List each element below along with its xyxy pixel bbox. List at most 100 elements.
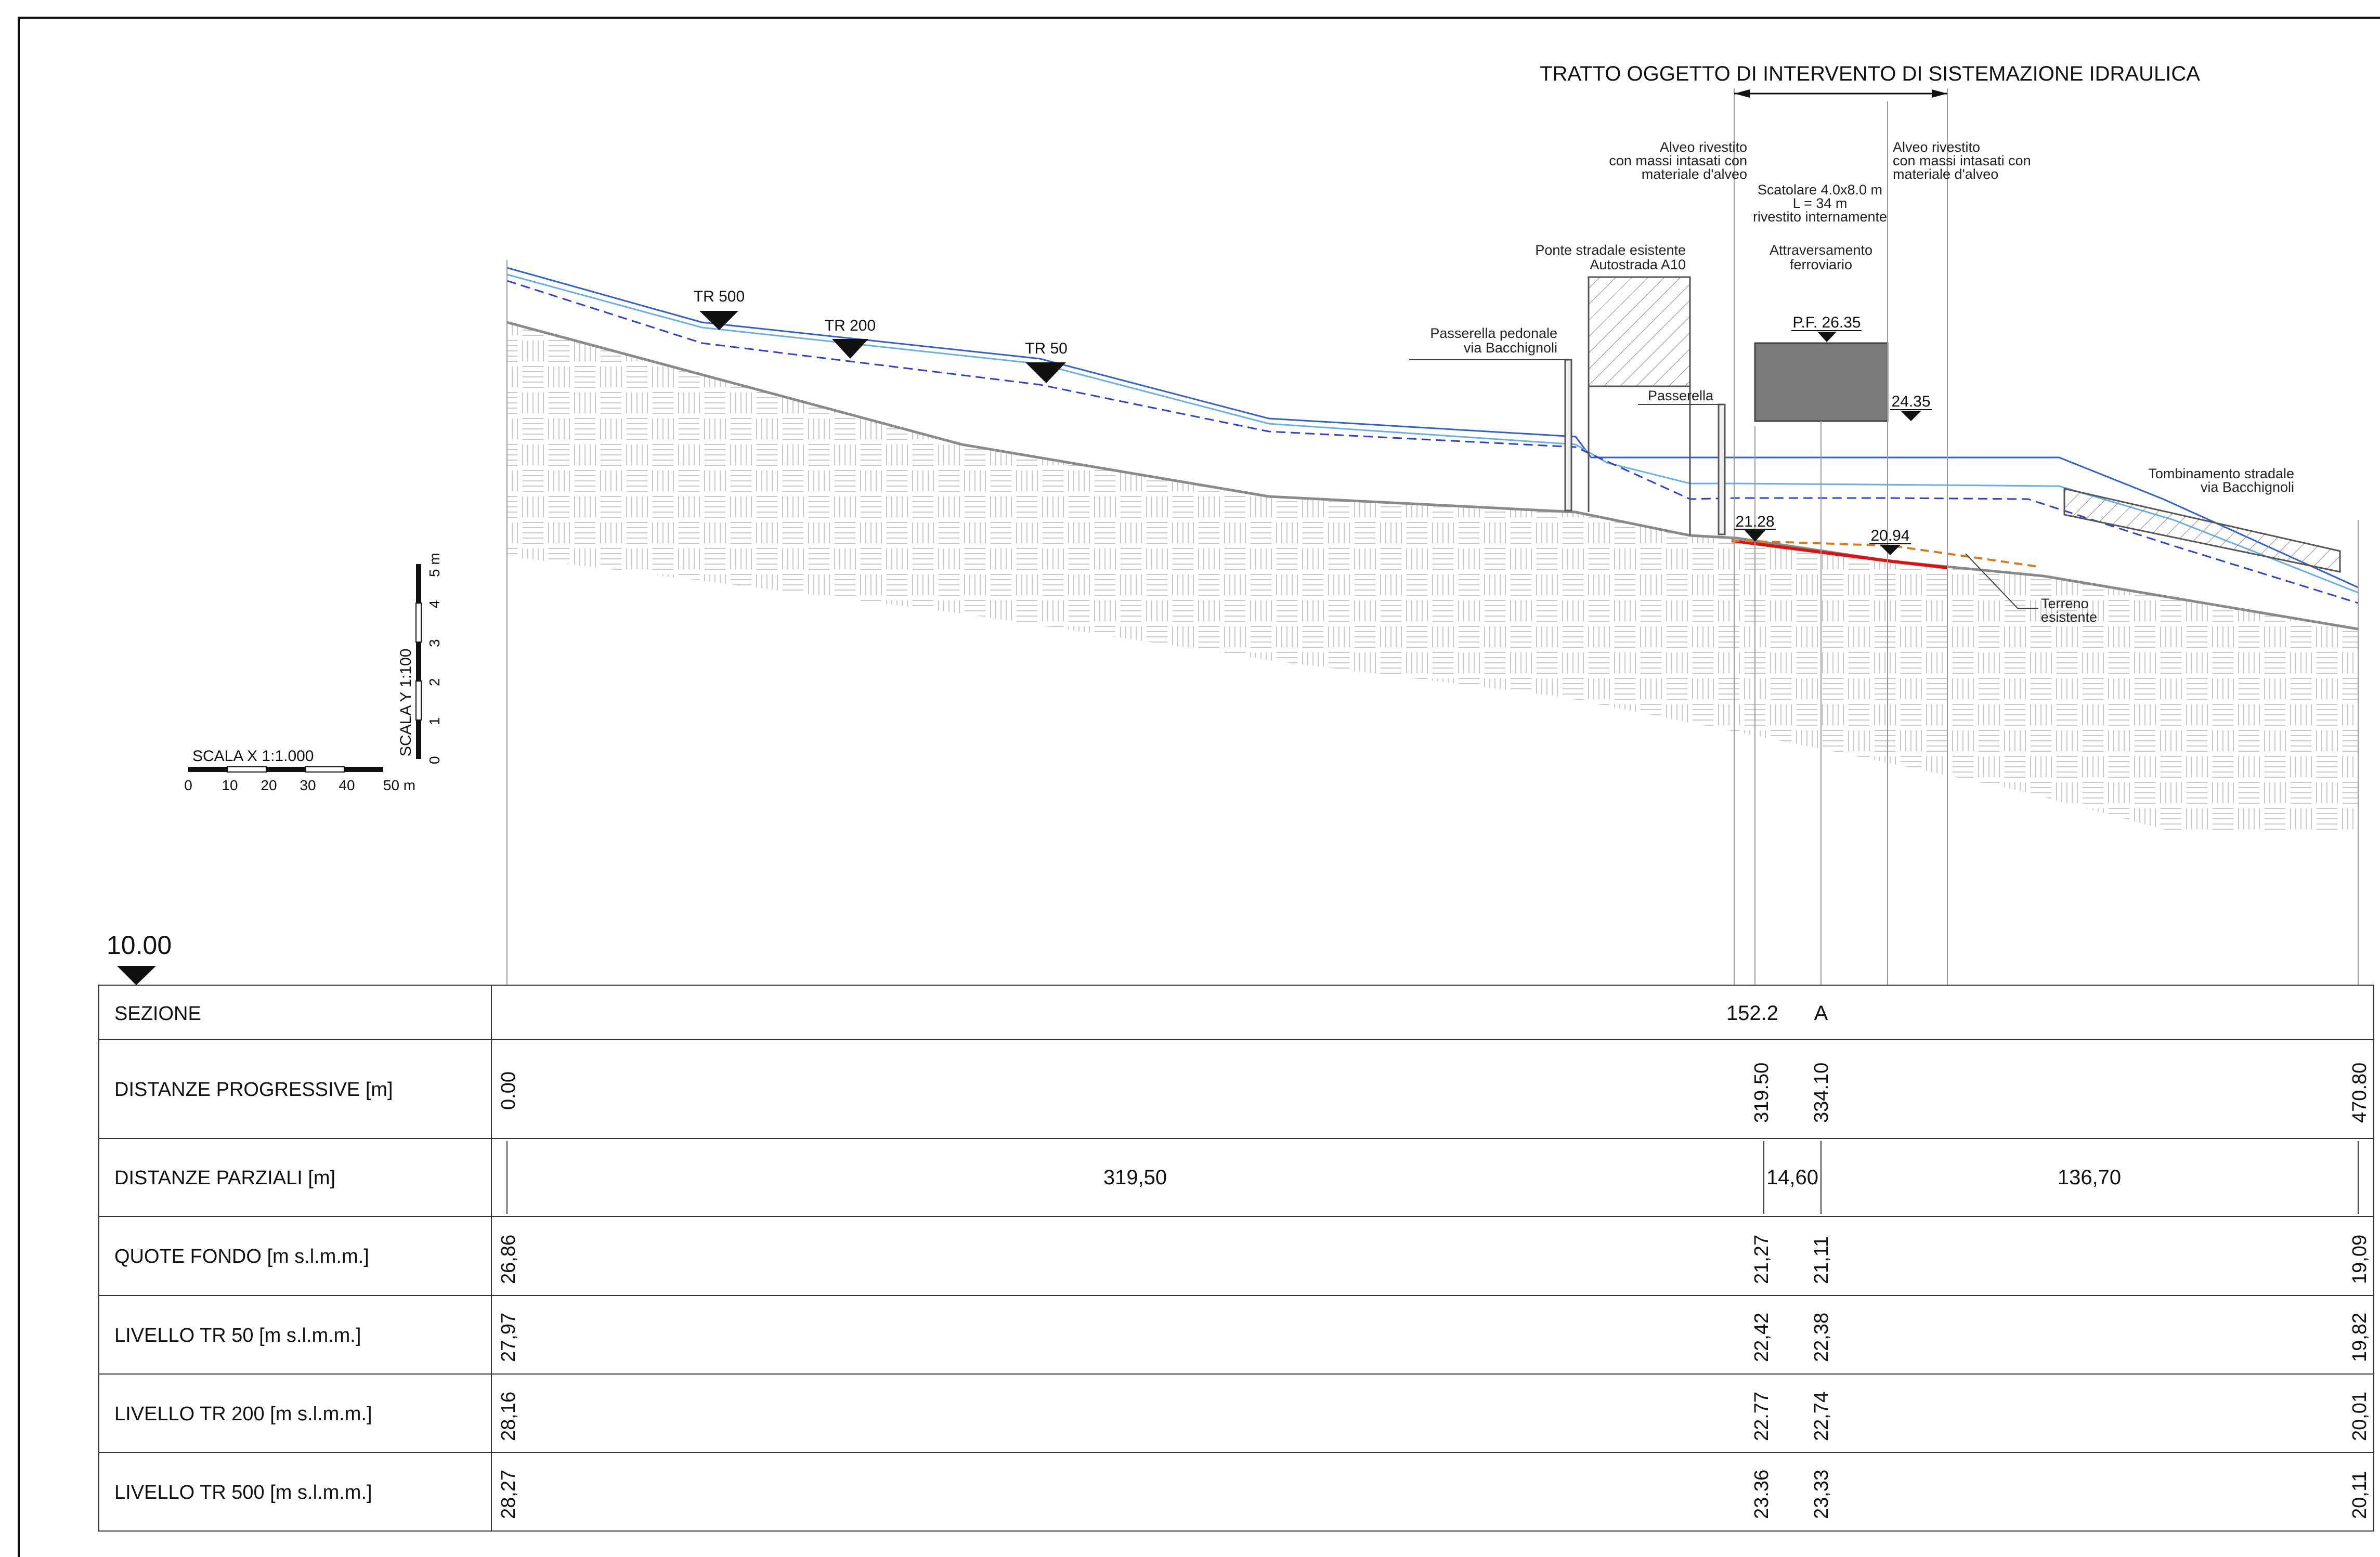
- footbridge-pedonale: [1564, 359, 1572, 512]
- scale-x-tick-4: 40: [339, 777, 355, 793]
- scatolare-1: Scatolare 4.0x8.0 m: [1758, 182, 1882, 198]
- tr50-label: TR 50: [1025, 340, 1068, 357]
- dimension-arrow-left: [1734, 89, 1750, 98]
- tombinamento-block: [2063, 488, 2341, 573]
- section-value: 152.2: [1726, 1002, 1778, 1025]
- scale-y-tick-4: 4: [426, 600, 443, 608]
- scale-x-tick-1: 10: [222, 777, 238, 793]
- pf-marker: [1817, 332, 1837, 342]
- datum-marker: [117, 966, 156, 985]
- tombinamento-2: via Bacchignoli: [2201, 479, 2294, 495]
- existing-bed-line: [1731, 540, 2039, 568]
- alveo-left-1: Alveo rivestito: [1660, 139, 1747, 155]
- tr500-3: 20,11: [2349, 1471, 2371, 1519]
- alveo-right-1: Alveo rivestito: [1893, 139, 1980, 155]
- tr50-3: 19,82: [2349, 1313, 2371, 1362]
- section-letter: A: [1814, 1002, 1828, 1025]
- scale-y-label: SCALA Y 1:100: [397, 649, 414, 756]
- scale-x-tick-2: 20: [261, 777, 277, 793]
- row-label-tr200: LIVELLO TR 200 [m s.l.m.m.]: [114, 1403, 372, 1425]
- scale-y-tick-1: 1: [426, 717, 443, 725]
- row-label-progressive: DISTANZE PROGRESSIVE [m]: [114, 1079, 393, 1101]
- tr200-3: 20,01: [2349, 1392, 2371, 1441]
- attraversamento-1: Attraversamento: [1770, 242, 1872, 258]
- row-label-parziali: DISTANZE PARZIALI [m]: [114, 1167, 335, 1189]
- tr50-2: 22,38: [1811, 1313, 1832, 1362]
- title-text: TRATTO OGGETTO DI INTERVENTO DI SISTEMAZ…: [1540, 62, 2200, 85]
- progressive-1: 319.50: [1751, 1063, 1773, 1123]
- passerella-label: Passerella: [1648, 388, 1714, 403]
- terreno-1: Terreno: [2041, 596, 2089, 611]
- ponte-2: Autostrada A10: [1590, 257, 1686, 272]
- partial-1: 14,60: [1766, 1166, 1818, 1189]
- quota-2435-marker: [1901, 411, 1921, 421]
- scatolare-3: rivestito internamente: [1753, 209, 1887, 225]
- quote-fondo-0: 26,86: [498, 1235, 519, 1284]
- progressive-3: 470.80: [2349, 1063, 2371, 1123]
- alveo-right-2: con massi intasati con: [1893, 153, 2031, 168]
- data-table: [98, 985, 2374, 1532]
- tr50-0: 27,97: [498, 1313, 519, 1362]
- scale-y-tick-0: 0: [426, 756, 443, 764]
- alveo-left-3: materiale d'alveo: [1642, 166, 1747, 182]
- terreno-2: esistente: [2041, 609, 2097, 625]
- quota-2128-marker: [1745, 530, 1765, 542]
- progressive-2: 334.10: [1811, 1063, 1832, 1123]
- row-label-tr50: LIVELLO TR 50 [m s.l.m.m.]: [114, 1325, 361, 1346]
- passerella-pedonale-2: via Bacchignoli: [1464, 340, 1557, 356]
- tr200-1: 22.77: [1751, 1392, 1773, 1441]
- scale-x-label: SCALA X 1:1.000: [192, 748, 314, 765]
- scale-y-tick-5: 5 m: [426, 553, 443, 577]
- quote-fondo-2: 21,11: [1811, 1236, 1832, 1284]
- quota-2435-label: 24.35: [1891, 393, 1930, 410]
- reference-lines: [506, 88, 2359, 985]
- quote-fondo-1: 21,27: [1751, 1235, 1773, 1284]
- scale-x-tick-5: 50 m: [383, 777, 415, 793]
- tr200-0: 28,16: [498, 1392, 519, 1441]
- tr500-2: 23,33: [1811, 1470, 1832, 1519]
- tr500-1: 23.36: [1751, 1470, 1773, 1519]
- tr200-marker: [832, 339, 868, 359]
- scale-y: SCALA Y 1:100 0 1 2 3 4 5 m: [397, 553, 443, 764]
- quota-2094-marker: [1880, 545, 1901, 555]
- quota-2128-label: 21.28: [1735, 513, 1774, 530]
- pf-label: P.F. 26.35: [1792, 314, 1861, 331]
- terreno-leader: [1965, 553, 2038, 609]
- datum-label: 10.00: [107, 931, 172, 960]
- quota-2094-label: 20.94: [1870, 527, 1909, 544]
- tr500-marker: [699, 311, 738, 330]
- tombinamento-1: Tombinamento stradale: [2148, 466, 2294, 481]
- row-label-sezione: SEZIONE: [114, 1003, 201, 1025]
- ground-hatch: [507, 322, 2358, 832]
- dimension-arrow-right: [1932, 89, 1947, 98]
- tr50-1: 22,42: [1751, 1313, 1773, 1362]
- water-line-tr500: [506, 267, 2359, 588]
- scale-x: SCALA X 1:1.000 0 10 20 30 40 50 m: [184, 748, 415, 793]
- partial-2: 136,70: [2058, 1166, 2121, 1189]
- scale-y-tick-3: 3: [426, 639, 443, 647]
- tr500-0: 28,27: [498, 1470, 519, 1519]
- progressive-0: 0.00: [498, 1071, 519, 1110]
- scatolare-2: L = 34 m: [1793, 195, 1848, 211]
- scale-x-tick-3: 30: [300, 777, 316, 793]
- alveo-left-2: con massi intasati con: [1609, 153, 1747, 168]
- sheet-border: [18, 17, 2380, 1557]
- scale-y-tick-2: 2: [426, 678, 443, 686]
- row-label-tr500: LIVELLO TR 500 [m s.l.m.m.]: [114, 1482, 372, 1503]
- row-label-quote-fondo: QUOTE FONDO [m s.l.m.m.]: [114, 1246, 369, 1267]
- scale-x-tick-0: 0: [184, 777, 192, 793]
- ponte-1: Ponte stradale esistente: [1535, 242, 1686, 258]
- bridge-block: [1588, 276, 1691, 387]
- tr200-2: 22,74: [1811, 1392, 1832, 1441]
- quote-fondo-3: 19,09: [2349, 1235, 2371, 1284]
- footbridge-passerella: [1718, 403, 1726, 535]
- tr500-label: TR 500: [694, 288, 745, 305]
- new-bed-line: [1731, 539, 1948, 569]
- tr200-label: TR 200: [825, 317, 876, 334]
- passerella-pedonale-1: Passerella pedonale: [1430, 325, 1557, 341]
- partial-0: 319,50: [1103, 1166, 1167, 1189]
- railway-culvert-box: [1754, 342, 1889, 422]
- alveo-right-3: materiale d'alveo: [1893, 166, 1998, 182]
- attraversamento-2: ferroviario: [1790, 257, 1852, 272]
